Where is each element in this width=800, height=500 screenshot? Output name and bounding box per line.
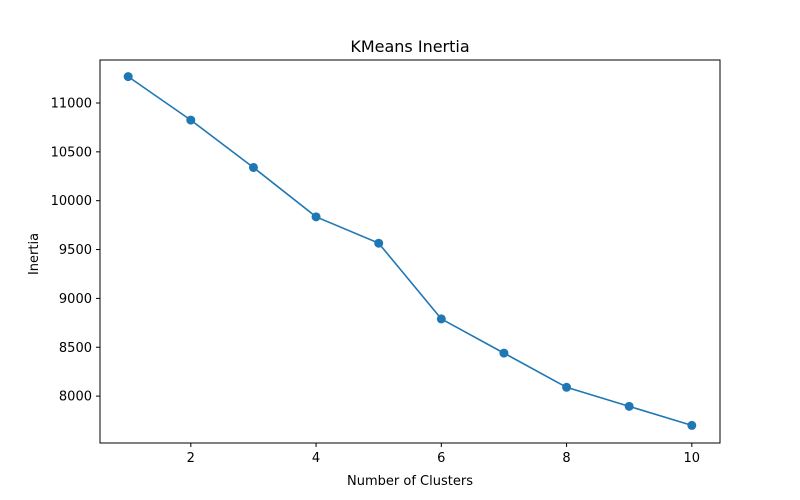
x-tick-label: 4 — [312, 451, 320, 466]
series-layer — [124, 72, 697, 430]
data-point — [562, 383, 571, 392]
y-axis-ticks: 8000 8500 9000 9500 10000 10500 11000 — [51, 96, 100, 404]
data-point — [312, 212, 321, 221]
x-axis-ticks: 2 4 6 8 10 — [187, 443, 700, 466]
y-tick-label: 8500 — [59, 341, 92, 356]
y-tick-label: 8000 — [59, 390, 92, 405]
data-point — [499, 349, 508, 358]
x-axis-label: Number of Clusters — [347, 474, 473, 489]
x-tick-label: 6 — [437, 451, 445, 466]
x-tick-label: 2 — [187, 451, 195, 466]
x-tick-label: 10 — [684, 451, 701, 466]
data-point — [186, 116, 195, 125]
x-tick-label: 8 — [562, 451, 570, 466]
y-axis-label: Inertia — [27, 233, 42, 275]
y-tick-label: 10500 — [51, 145, 92, 160]
data-point — [625, 402, 634, 411]
data-point — [374, 239, 383, 248]
series-line — [128, 77, 692, 426]
y-tick-label: 9500 — [59, 243, 92, 258]
y-tick-label: 9000 — [59, 292, 92, 307]
data-point — [124, 72, 133, 81]
chart-title: KMeans Inertia — [350, 37, 469, 56]
y-tick-label: 11000 — [51, 96, 92, 111]
y-tick-label: 10000 — [51, 194, 92, 209]
data-point — [437, 314, 446, 323]
data-point — [687, 421, 696, 430]
data-point — [249, 163, 258, 172]
